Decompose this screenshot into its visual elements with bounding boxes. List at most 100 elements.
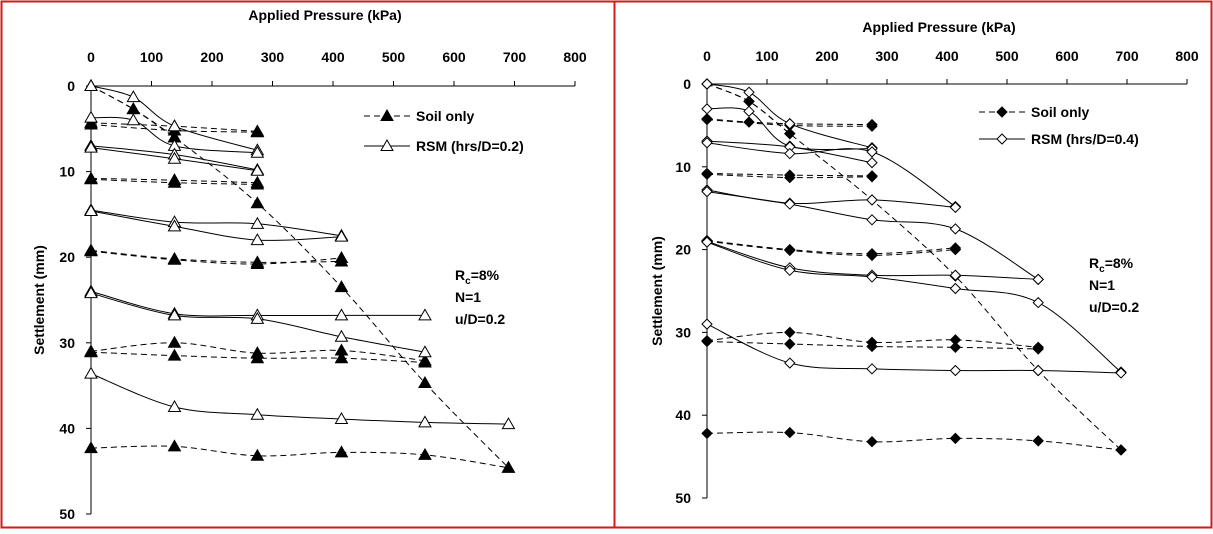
y-tick-label: 40 (675, 407, 691, 423)
y-tick-label: 50 (675, 490, 691, 506)
chart-left: 0 100 200 300 400 500 600 700 800 0 10 20 30 40 50 Appl… (31, 7, 587, 522)
cycle-line (706, 240, 956, 256)
x-axis-title: Applied Pressure (kPa) (248, 7, 401, 23)
cycle-line (706, 431, 1122, 451)
data-point (84, 172, 98, 185)
data-point (866, 435, 878, 448)
legend-label: Soil only (416, 108, 475, 124)
data-point (334, 445, 349, 458)
data-point (743, 105, 755, 118)
legend-label: Soil only (1031, 104, 1090, 120)
legend-label: RSM (hrs/D=0.4) (1031, 131, 1139, 147)
y-tick-label: 0 (683, 76, 691, 92)
legend-marker (380, 138, 394, 151)
data-point (866, 271, 878, 283)
x-tick-label: 0 (87, 49, 95, 65)
cycle-line (706, 189, 956, 208)
data-point (334, 308, 349, 321)
data-point (949, 223, 962, 235)
x-tick-label: 600 (442, 49, 466, 65)
x-tick-label: 0 (703, 48, 711, 64)
data-point (84, 345, 98, 358)
x-tick-label: 800 (1175, 48, 1199, 64)
data-point (334, 329, 349, 342)
data-point (1115, 444, 1127, 456)
data-point (418, 415, 432, 428)
x-tick-label: 200 (815, 48, 839, 64)
data-point (501, 460, 516, 473)
series-1 (84, 78, 516, 430)
annotation-text: u/D=0.2 (455, 311, 505, 327)
annotation-text: u/D=0.2 (1089, 299, 1139, 315)
data-point (250, 216, 265, 229)
data-point (949, 341, 962, 354)
data-point (784, 244, 796, 257)
right-panel-frame (613, 0, 1213, 529)
data-point (784, 147, 796, 160)
data-point (949, 243, 962, 256)
data-point (126, 90, 141, 103)
cycle-line (90, 373, 509, 425)
cycle-line (706, 323, 1122, 374)
annotation-text: N=1 (455, 289, 481, 305)
cycle-line (706, 118, 873, 126)
data-point (167, 252, 182, 265)
cycle-line (706, 240, 956, 255)
cycle-line (90, 116, 258, 154)
data-point (949, 282, 962, 295)
data-point (784, 118, 796, 130)
data-point (167, 399, 182, 412)
data-point (250, 257, 265, 270)
cycle-line (90, 210, 342, 241)
data-point (250, 233, 265, 246)
data-point (84, 140, 98, 153)
data-point (784, 127, 796, 140)
data-point (167, 335, 182, 348)
legend-marker (996, 133, 1008, 145)
x-tick-label: 100 (140, 49, 164, 65)
y-tick-label: 20 (59, 249, 75, 265)
data-point (84, 203, 98, 216)
data-point (866, 194, 878, 206)
x-tick-label: 100 (755, 48, 779, 64)
cycle-line (90, 209, 342, 237)
data-point (784, 171, 796, 184)
data-point (1032, 296, 1044, 309)
x-tick-label: 300 (875, 48, 899, 64)
data-point (866, 363, 878, 375)
y-tick-label: 50 (59, 506, 75, 522)
chart-right: 0 100 200 300 400 500 600 700 800 0 10 20 30 40 50 Appl… (649, 19, 1199, 506)
data-point (250, 351, 265, 364)
data-point (167, 119, 182, 132)
x-tick-label: 500 (382, 49, 406, 65)
data-point (250, 448, 265, 461)
data-point (250, 125, 265, 138)
data-point (784, 198, 796, 210)
data-point (1032, 273, 1044, 286)
data-point (334, 351, 349, 364)
y-axis-title: Settlement (mm) (649, 236, 665, 346)
data-point (167, 439, 182, 452)
data-point (784, 357, 796, 369)
data-point (334, 280, 349, 293)
data-point (1032, 435, 1044, 447)
data-point (84, 286, 98, 299)
data-point (701, 318, 713, 330)
data-point (949, 269, 962, 281)
series-1 (701, 78, 1127, 379)
data-point (743, 116, 755, 128)
data-point (84, 110, 98, 123)
data-point (784, 426, 796, 439)
data-point (784, 326, 796, 339)
x-tick-label: 600 (1055, 48, 1079, 64)
data-point (866, 340, 878, 353)
data-point (866, 171, 878, 183)
y-tick-label: 40 (59, 420, 75, 436)
cycle-line (90, 445, 509, 469)
data-point (84, 366, 98, 379)
y-tick-label: 10 (675, 159, 691, 175)
data-point (501, 417, 516, 430)
data-point (418, 308, 432, 321)
y-tick-label: 30 (675, 324, 691, 340)
data-point (701, 168, 713, 180)
